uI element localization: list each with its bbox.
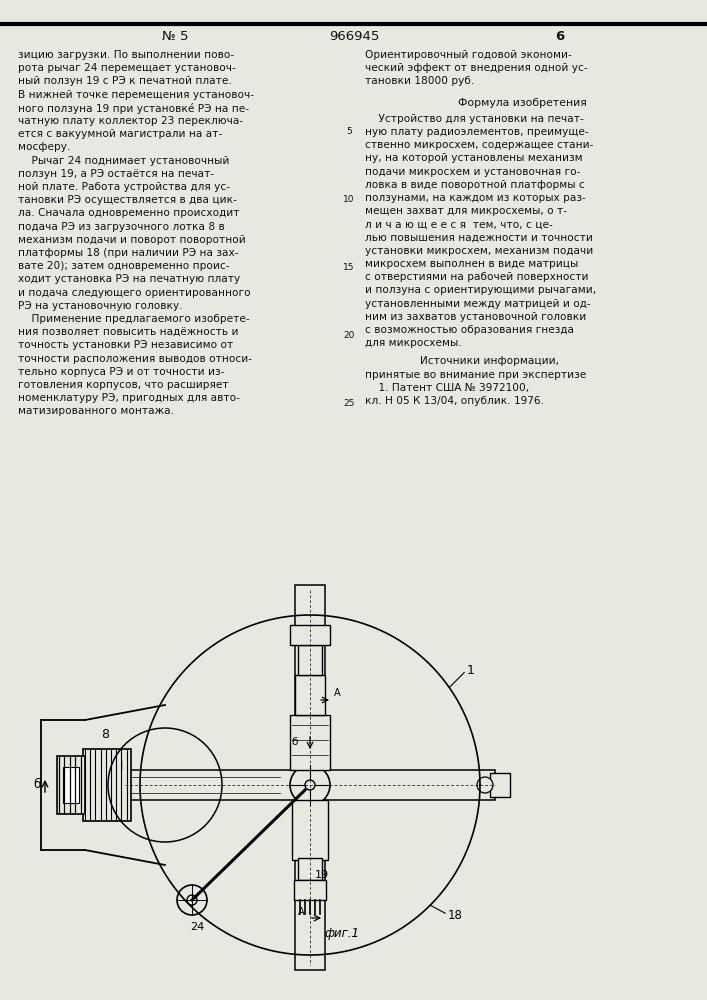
Bar: [298, 858, 322, 880]
Bar: [295, 585, 325, 970]
Text: Устройство для установки на печат-: Устройство для установки на печат-: [365, 114, 584, 124]
Text: 25: 25: [344, 398, 355, 408]
Text: кл. Н 05 К 13/04, опублик. 1976.: кл. Н 05 К 13/04, опублик. 1976.: [365, 396, 544, 406]
Text: 8: 8: [101, 728, 109, 741]
Circle shape: [187, 895, 197, 905]
Text: 15: 15: [344, 262, 355, 271]
Text: фиг.1: фиг.1: [324, 928, 359, 940]
Bar: [83, 749, 131, 821]
Text: для микросхемы.: для микросхемы.: [365, 338, 462, 348]
Text: 5: 5: [346, 126, 352, 135]
Text: ловка в виде поворотной платформы с: ловка в виде поворотной платформы с: [365, 180, 585, 190]
Text: 10: 10: [344, 194, 355, 204]
Text: ную плату радиоэлементов, преимуще-: ную плату радиоэлементов, преимуще-: [365, 127, 589, 137]
Text: ходит установка РЭ на печатную плату: ходит установка РЭ на печатную плату: [18, 274, 240, 284]
Text: В нижней точке перемещения установоч-: В нижней точке перемещения установоч-: [18, 90, 254, 100]
Bar: [298, 645, 322, 675]
Text: тановки 18000 руб.: тановки 18000 руб.: [365, 76, 474, 86]
Bar: [295, 675, 325, 715]
Text: номенклатуру РЭ, пригодных для авто-: номенклатуру РЭ, пригодных для авто-: [18, 393, 240, 403]
Text: зицию загрузки. По выполнении пово-: зицию загрузки. По выполнении пово-: [18, 50, 234, 60]
Text: РЭ на установочную головку.: РЭ на установочную головку.: [18, 301, 182, 311]
Circle shape: [477, 777, 493, 793]
Text: Рычаг 24 поднимает установочный: Рычаг 24 поднимает установочный: [18, 156, 229, 166]
Text: 6: 6: [556, 30, 565, 43]
Text: 19: 19: [315, 870, 329, 880]
Text: б: б: [33, 778, 40, 790]
Text: с возможностью образования гнезда: с возможностью образования гнезда: [365, 325, 574, 335]
Text: ползун 19, а РЭ остаётся на печат-: ползун 19, а РЭ остаётся на печат-: [18, 169, 214, 179]
Circle shape: [290, 765, 330, 805]
Text: рота рычаг 24 перемещает установоч-: рота рычаг 24 перемещает установоч-: [18, 63, 235, 73]
Text: ного ползуна 19 при установке́ РЭ на пе-: ного ползуна 19 при установке́ РЭ на пе-: [18, 103, 249, 114]
Text: Применение предлагаемого изобрете-: Применение предлагаемого изобрете-: [18, 314, 250, 324]
Circle shape: [305, 780, 315, 790]
Text: A: A: [334, 688, 341, 698]
Text: л и ч а ю щ е е с я  тем, что, с це-: л и ч а ю щ е е с я тем, что, с це-: [365, 219, 553, 229]
Text: платформы 18 (при наличии РЭ на зах-: платформы 18 (при наличии РЭ на зах-: [18, 248, 238, 258]
Text: 1: 1: [466, 664, 474, 677]
Text: ный ползун 19 с РЭ к печатной плате.: ный ползун 19 с РЭ к печатной плате.: [18, 76, 232, 86]
Text: ственно микросхем, содержащее стани-: ственно микросхем, содержащее стани-: [365, 140, 593, 150]
Text: тельно корпуса РЭ и от точности из-: тельно корпуса РЭ и от точности из-: [18, 367, 224, 377]
Text: подача РЭ из загрузочного лотка 8 в: подача РЭ из загрузочного лотка 8 в: [18, 222, 225, 232]
Text: 20: 20: [344, 330, 355, 340]
Text: с отверстиями на рабочей поверхности: с отверстиями на рабочей поверхности: [365, 272, 588, 282]
Text: I: I: [120, 760, 124, 774]
Text: принятые во внимание при экспертизе: принятые во внимание при экспертизе: [365, 370, 586, 380]
Bar: [290, 715, 330, 770]
Text: 1. Патент США № 3972100,: 1. Патент США № 3972100,: [365, 383, 529, 393]
Text: и подача следующего ориентированного: и подача следующего ориентированного: [18, 288, 250, 298]
Text: готовления корпусов, что расширяет: готовления корпусов, что расширяет: [18, 380, 228, 390]
Text: ла. Сначала одновременно происходит: ла. Сначала одновременно происходит: [18, 208, 240, 218]
Bar: [57, 756, 85, 814]
Text: подачи микросхем и установочная го-: подачи микросхем и установочная го-: [365, 167, 580, 177]
Text: б: б: [292, 737, 298, 747]
Bar: [290, 625, 330, 645]
Text: Источники информации,: Источники информации,: [420, 356, 559, 366]
Text: 966945: 966945: [329, 30, 379, 43]
Text: механизм подачи и поворот поворотной: механизм подачи и поворот поворотной: [18, 235, 246, 245]
Text: 18: 18: [448, 909, 462, 922]
Text: и ползуна с ориентирующими рычагами,: и ползуна с ориентирующими рычагами,: [365, 285, 596, 295]
Text: ния позволяет повысить надёжность и: ния позволяет повысить надёжность и: [18, 327, 238, 337]
Circle shape: [177, 885, 207, 915]
Text: № 5: № 5: [162, 30, 188, 43]
Text: точность установки РЭ независимо от: точность установки РЭ независимо от: [18, 340, 233, 350]
Text: Формула изобретения: Формула изобретения: [457, 98, 586, 108]
Text: ческий эффект от внедрения одной ус-: ческий эффект от внедрения одной ус-: [365, 63, 588, 73]
Text: ну, на которой установлены механизм: ну, на которой установлены механизм: [365, 153, 583, 163]
Text: 24: 24: [190, 922, 204, 932]
Bar: [63, 767, 79, 803]
Text: матизированного монтажа.: матизированного монтажа.: [18, 406, 174, 416]
Text: мещен захват для микросхемы, о т-: мещен захват для микросхемы, о т-: [365, 206, 567, 216]
Bar: [292, 800, 328, 860]
Text: установки микросхем, механизм подачи: установки микросхем, механизм подачи: [365, 246, 593, 256]
Text: ется с вакуумной магистрали на ат-: ется с вакуумной магистрали на ат-: [18, 129, 222, 139]
Text: A: A: [298, 907, 304, 917]
Text: ной плате. Работа устройства для ус-: ной плате. Работа устройства для ус-: [18, 182, 230, 192]
Bar: [294, 880, 326, 900]
Text: чатную плату коллектор 23 переключа-: чатную плату коллектор 23 переключа-: [18, 116, 243, 126]
Text: Ориентировочный годовой экономи-: Ориентировочный годовой экономи-: [365, 50, 572, 60]
Text: ползунами, на каждом из которых раз-: ползунами, на каждом из которых раз-: [365, 193, 586, 203]
Bar: [490, 773, 510, 797]
Text: лью повышения надежности и точности: лью повышения надежности и точности: [365, 233, 593, 243]
Text: установленными между матрицей и од-: установленными между матрицей и од-: [365, 299, 590, 309]
Text: ним из захватов установочной головки: ним из захватов установочной головки: [365, 312, 586, 322]
Text: точности расположения выводов относи-: точности расположения выводов относи-: [18, 354, 252, 364]
Text: мосферу.: мосферу.: [18, 142, 71, 152]
Text: тановки РЭ осуществляется в два цик-: тановки РЭ осуществляется в два цик-: [18, 195, 237, 205]
Text: микросхем выполнен в виде матрицы: микросхем выполнен в виде матрицы: [365, 259, 578, 269]
Bar: [125, 770, 495, 800]
Text: вате 20); затем одновременно проис-: вате 20); затем одновременно проис-: [18, 261, 230, 271]
